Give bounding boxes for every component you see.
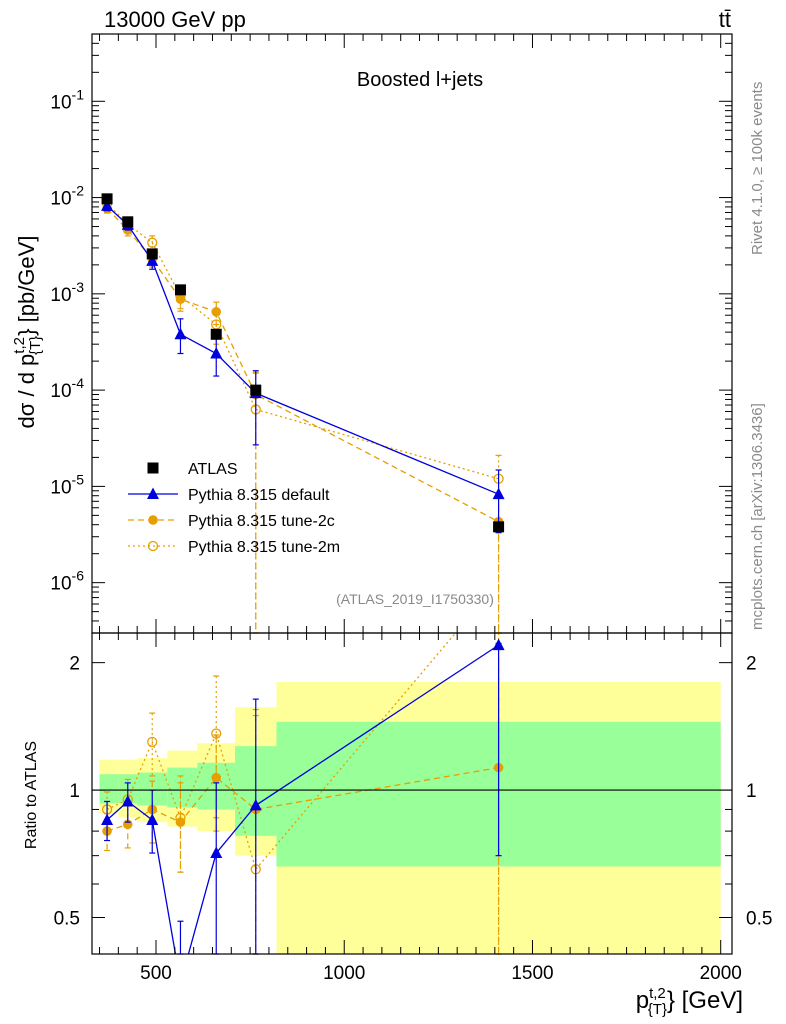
legend-label: Pythia 8.315 tune-2m (188, 539, 340, 556)
ratio-x-tick-label: 1500 (511, 963, 553, 984)
tick-base: 10 (50, 285, 71, 306)
ratio-x-axis-label: pt,2 {T}} [GeV] (636, 985, 743, 1018)
band-inner (167, 767, 198, 808)
main-y-tick-label: 10-6 (50, 568, 84, 595)
ratio-tune-2m-point (147, 736, 158, 747)
ratio-y-tick-label-right: 1 (746, 781, 757, 802)
x-axis-label-sup: t,2 (649, 985, 666, 1002)
legend-label: Pythia 8.315 default (188, 487, 330, 504)
tick-base: 10 (50, 189, 71, 210)
ratio-default-point (101, 813, 114, 825)
ratio-y-tick-label-left: 0.5 (54, 909, 80, 930)
main-y-tick-label: 10-2 (50, 183, 84, 210)
main-default-point (146, 254, 159, 266)
legend-marker (148, 515, 158, 525)
tick-exponent: -6 (72, 568, 85, 584)
main-default-point (101, 199, 114, 211)
process-label: tt̄ (719, 7, 731, 32)
ratio-x-tick-label: 1000 (323, 963, 365, 984)
analysis-tag: (ATLAS_2019_I1750330) (336, 591, 494, 607)
ratio-default-point (210, 846, 223, 859)
ratio-default-point (146, 813, 159, 825)
tick-exponent: -2 (72, 183, 85, 199)
legend: ATLAS Pythia 8.315 default Pythia 8.315 tu… (128, 461, 340, 556)
tick-exponent: -1 (72, 86, 85, 102)
main-y-tick-label: 10-5 (50, 471, 84, 498)
ratio-default-point (121, 794, 134, 807)
main-default-point (210, 347, 223, 359)
ratio-y-tick-label-right: 2 (746, 654, 757, 675)
mcplots-label: mcplots.cern.ch [arXiv:1306.3436] (749, 403, 766, 630)
main-y-axis-label-part-a: dσ / d p (14, 354, 39, 429)
ratio-plot-panel: 500 1000 1500 2000 0.5 0.5 1 1 2 2 Ratio to ATLAS… (23, 632, 772, 1018)
legend-label: Pythia 8.315 tune-2c (188, 513, 335, 530)
ratio-y-tick-label-right: 0.5 (746, 909, 772, 930)
band-inner (99, 774, 119, 804)
main-y-axis-label: dσ / d pt,2{T}} [pb/GeV] (11, 236, 44, 429)
tick-exponent: -5 (72, 471, 85, 487)
main-y-tick-label: 10-3 (50, 279, 84, 306)
ratio-y-tick-label-left: 1 (69, 781, 80, 802)
main-plot-title: Boosted l+jets (357, 69, 483, 91)
legend-marker (147, 540, 159, 552)
main-atlas-data-point (493, 521, 505, 533)
main-plot-panel: 10-610-510-410-310-210-1 Boosted l+jets … (11, 33, 733, 634)
main-plot-background (92, 34, 732, 633)
main-y-axis-label-part-b: } [pb/GeV] (14, 236, 39, 336)
ratio-x-tick-label: 2000 (700, 963, 742, 984)
x-axis-label-part-a: p (636, 987, 649, 1014)
tick-base: 10 (50, 92, 71, 113)
legend-label: ATLAS (188, 461, 238, 478)
rivet-label: Rivet 4.1.0, ≥ 100k events (749, 82, 766, 255)
ratio-uncertainty-bands (99, 682, 721, 954)
main-y-tick-label: 10-4 (50, 375, 84, 402)
main-atlas-data-point (250, 384, 262, 396)
ratio-default-point (249, 798, 262, 811)
main-atlas-data-point (122, 216, 134, 228)
main-tune-2c-point (175, 294, 186, 304)
main-y-axis-label-sup: t,2 (11, 337, 28, 354)
main-default-point (492, 487, 505, 500)
tick-exponent: -4 (72, 375, 85, 391)
tick-exponent: -3 (72, 279, 85, 295)
ratio-default-point (492, 638, 505, 651)
main-atlas-data-point (174, 284, 186, 296)
x-axis-label-part-b: } [GeV] (667, 987, 743, 1014)
tick-base: 10 (50, 574, 71, 595)
ratio-y-axis-label: Ratio to ATLAS (23, 741, 40, 849)
legend-marker (147, 462, 159, 474)
x-axis-label-sub: {T} (648, 1001, 667, 1018)
ratio-plot-axes: 500 1000 1500 2000 0.5 0.5 1 1 2 2 (54, 633, 772, 984)
ratio-y-tick-label-left: 2 (69, 654, 80, 675)
tick-base: 10 (50, 477, 71, 498)
tick-base: 10 (50, 381, 71, 402)
main-atlas-data-point (101, 193, 113, 205)
ratio-tune-2c-point (175, 817, 186, 827)
ratio-plot-frame (91, 632, 733, 955)
ratio-tune-2c-point (211, 772, 222, 783)
ratio-x-tick-label: 500 (140, 963, 172, 984)
main-tune-2m-point (147, 237, 158, 248)
main-atlas-data-point (210, 328, 222, 340)
main-atlas-data-point (146, 248, 158, 260)
legend-marker (147, 487, 159, 499)
main-plot-axes: 10-610-510-410-310-210-1 (50, 33, 732, 634)
main-default-point (174, 327, 187, 340)
main-tune-2c-point (211, 307, 222, 317)
energy-label: 13000 GeV pp (104, 7, 246, 32)
main-y-tick-label: 10-1 (50, 86, 84, 113)
main-y-axis-label-sub: {T} (27, 336, 44, 355)
